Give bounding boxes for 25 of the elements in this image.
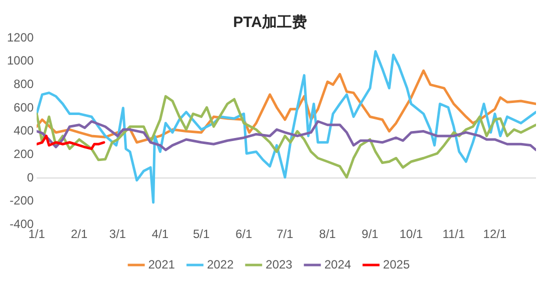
- x-tick-label: 9/1: [362, 227, 379, 242]
- x-tick-label: 7/1: [276, 227, 294, 242]
- y-tick-label: 800: [14, 76, 34, 91]
- x-tick-label: 10/1: [399, 227, 424, 242]
- y-tick-label: 200: [14, 146, 34, 161]
- y-tick-label: 400: [14, 124, 34, 138]
- y-tick-label: -200: [10, 194, 34, 208]
- x-tick-label: 6/1: [235, 227, 252, 242]
- x-tick-label: 5/1: [192, 227, 210, 242]
- y-tick-label: 1000: [6, 54, 34, 68]
- x-tick-label: 8/1: [319, 227, 336, 242]
- legend-label: 2022: [206, 257, 234, 272]
- legend-label: 2021: [148, 257, 176, 272]
- legend-label: 2025: [383, 257, 410, 272]
- x-tick-label: 11/1: [442, 227, 466, 242]
- y-tick-label: 1200: [6, 30, 34, 44]
- y-tick-label: 0: [27, 170, 34, 184]
- x-tick-label: 12/1: [483, 227, 507, 242]
- y-tick-label: 600: [14, 100, 34, 114]
- x-tick-label: 4/1: [152, 227, 169, 242]
- chart-title: PTA加工费: [233, 14, 307, 32]
- x-tick-label: 2/1: [70, 227, 88, 242]
- x-tick-label: 3/1: [109, 227, 126, 242]
- legend-label: 2024: [324, 257, 352, 272]
- legend-label: 2023: [266, 257, 293, 272]
